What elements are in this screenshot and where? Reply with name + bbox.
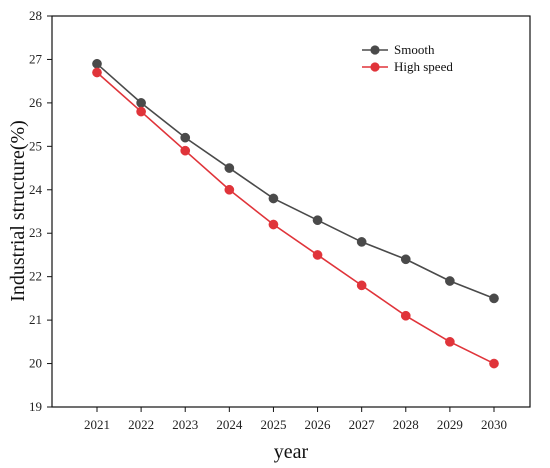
x-tick-label: 2027 bbox=[349, 417, 376, 432]
x-axis-title: year bbox=[274, 441, 309, 463]
series-line bbox=[96, 71, 495, 365]
x-tick-label: 2030 bbox=[481, 417, 507, 432]
data-point bbox=[268, 219, 279, 230]
series-layer bbox=[92, 58, 499, 369]
y-tick-label: 21 bbox=[29, 312, 42, 327]
data-point bbox=[400, 310, 411, 321]
data-point bbox=[180, 132, 191, 143]
y-tick-label: 22 bbox=[29, 269, 42, 284]
x-tick-label: 2022 bbox=[128, 417, 154, 432]
data-point bbox=[312, 250, 323, 260]
plot-frame bbox=[51, 15, 531, 408]
y-axis: 19 20 21 22 23 24 25 26 27 28 bbox=[29, 8, 52, 414]
x-tick-label: 2028 bbox=[393, 417, 419, 432]
y-tick-label: 20 bbox=[29, 356, 42, 371]
x-tick-label: 2023 bbox=[172, 417, 198, 432]
x-tick-label: 2024 bbox=[216, 417, 243, 432]
data-point bbox=[136, 98, 146, 108]
legend-label: Smooth bbox=[394, 42, 435, 57]
y-tick-label: 19 bbox=[29, 399, 42, 414]
data-point bbox=[400, 254, 411, 265]
y-axis-title: Industrial structure(%) bbox=[7, 120, 29, 302]
x-tick-label: 2025 bbox=[260, 417, 286, 432]
data-point bbox=[136, 106, 146, 117]
y-tick-label: 26 bbox=[29, 95, 43, 110]
series-high-speed bbox=[92, 67, 499, 369]
data-point bbox=[224, 163, 235, 173]
legend: Smooth High speed bbox=[362, 42, 453, 74]
data-point bbox=[224, 184, 235, 195]
series-line bbox=[96, 63, 495, 300]
y-tick-label: 23 bbox=[29, 225, 42, 240]
data-point bbox=[445, 276, 455, 286]
x-tick-label: 2029 bbox=[437, 417, 463, 432]
series-smooth bbox=[92, 58, 499, 304]
data-point bbox=[92, 67, 102, 78]
data-point bbox=[356, 237, 367, 247]
x-tick-label: 2026 bbox=[305, 417, 332, 432]
data-point bbox=[445, 336, 455, 347]
data-point bbox=[489, 293, 499, 304]
data-point bbox=[268, 193, 279, 204]
data-point bbox=[92, 58, 102, 69]
data-point bbox=[356, 280, 367, 291]
y-tick-label: 28 bbox=[29, 8, 42, 23]
legend-marker bbox=[370, 62, 380, 72]
y-tick-label: 25 bbox=[29, 138, 42, 153]
legend-label: High speed bbox=[394, 59, 453, 74]
y-tick-label: 27 bbox=[29, 51, 43, 66]
data-point bbox=[180, 145, 191, 156]
x-tick-label: 2021 bbox=[84, 417, 110, 432]
x-axis: 2021 2022 2023 2024 2025 2026 2027 2028 2029 2030 bbox=[84, 407, 507, 432]
legend-marker bbox=[370, 45, 380, 55]
data-point bbox=[312, 215, 323, 226]
data-point bbox=[489, 358, 499, 369]
y-tick-label: 24 bbox=[29, 182, 43, 197]
